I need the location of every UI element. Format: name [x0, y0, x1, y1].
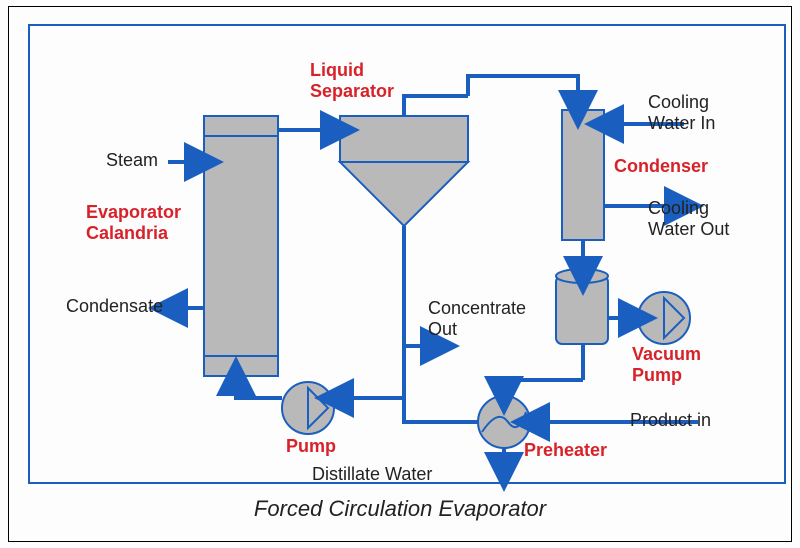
label-pump: Pump [286, 436, 336, 457]
label-cool_in: Cooling Water In [648, 92, 715, 133]
diagram-title: Forced Circulation Evaporator [0, 496, 800, 522]
label-condensate: Condensate [66, 296, 163, 317]
flow-sep-top-up [404, 96, 468, 116]
label-condenser: Condenser [614, 156, 708, 177]
flow-diagram [8, 6, 792, 542]
label-vac_pump: Vacuum Pump [632, 344, 701, 385]
label-concentrate: Concentrate Out [428, 298, 526, 339]
label-evaporator: Evaporator Calandria [86, 202, 181, 243]
label-steam: Steam [106, 150, 158, 171]
label-preheater: Preheater [524, 440, 607, 461]
flow-preheat-to-loop [404, 398, 478, 422]
flow-pump-to-evap [236, 376, 282, 398]
label-distillate: Distillate Water [312, 464, 432, 485]
flow-tank-to-preheat [504, 380, 583, 396]
label-liq_sep: Liquid Separator [310, 60, 394, 101]
flow-sep-to-cond [468, 76, 578, 110]
diagram-frame: Steam Condensate Evaporator Calandria Liqui… [0, 0, 800, 548]
label-product_in: Product in [630, 410, 711, 431]
label-cool_out: Cooling Water Out [648, 198, 729, 239]
